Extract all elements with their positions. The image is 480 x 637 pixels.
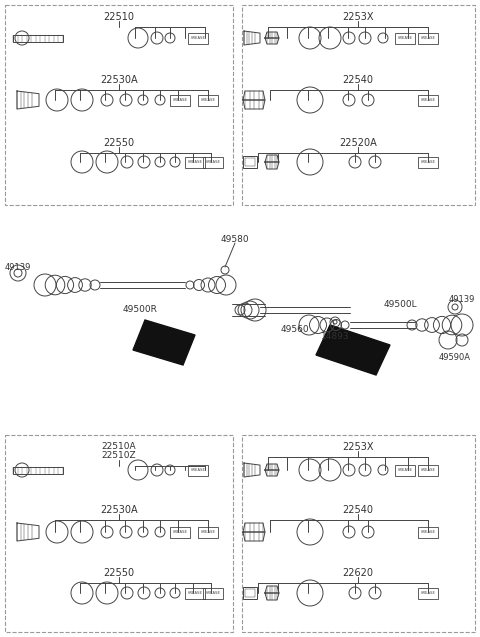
Text: GREASE: GREASE [420, 98, 435, 102]
Bar [245, 589, 255, 597]
Text: GREASE: GREASE [420, 36, 435, 40]
Text: GREASE: GREASE [172, 530, 188, 534]
Bar [198, 527, 218, 538]
Text: 22530A: 22530A [100, 505, 138, 515]
Bar [242, 5, 475, 205]
Text: GREASE: GREASE [201, 530, 216, 534]
Bar [418, 587, 438, 599]
Text: GREASE: GREASE [420, 160, 435, 164]
Bar [13, 466, 63, 473]
Text: 22540: 22540 [343, 505, 373, 515]
Text: 49580: 49580 [221, 235, 249, 244]
Text: 49139: 49139 [5, 263, 31, 272]
Text: 14893: 14893 [321, 332, 349, 341]
Text: GREASE: GREASE [397, 468, 412, 472]
Bar [395, 32, 415, 43]
Bar [185, 157, 205, 168]
Bar [188, 464, 208, 475]
Text: 22520A: 22520A [339, 138, 377, 148]
Text: 22510A: 22510A [102, 442, 136, 451]
Bar [203, 157, 223, 168]
Text: GREASE: GREASE [420, 530, 435, 534]
Bar [243, 587, 257, 599]
Text: GREASE: GREASE [420, 591, 435, 595]
Bar [395, 464, 415, 475]
Text: 49500R: 49500R [122, 305, 157, 314]
Bar [418, 527, 438, 538]
Bar [418, 157, 438, 168]
Text: 49139: 49139 [449, 295, 475, 304]
Text: 22510: 22510 [104, 12, 134, 22]
Bar [5, 435, 233, 632]
Bar [198, 94, 218, 106]
Text: 22530A: 22530A [100, 75, 138, 85]
Bar [418, 464, 438, 475]
Text: 22550: 22550 [103, 138, 134, 148]
Text: 49590A: 49590A [439, 353, 471, 362]
Bar [242, 435, 475, 632]
Text: 2253X: 2253X [342, 442, 374, 452]
Text: GREASE: GREASE [205, 160, 220, 164]
Text: GREASE: GREASE [201, 98, 216, 102]
Bar [418, 94, 438, 106]
Text: 2253X: 2253X [342, 12, 374, 22]
Text: GREASE: GREASE [420, 468, 435, 472]
Text: 22550: 22550 [103, 568, 134, 578]
Bar [185, 587, 205, 599]
Text: GREASE: GREASE [191, 36, 205, 40]
Text: GREASE: GREASE [172, 98, 188, 102]
Text: GREASE: GREASE [188, 591, 203, 595]
Bar [188, 32, 208, 43]
Bar [170, 94, 190, 106]
Polygon shape [316, 325, 390, 375]
Text: 22620: 22620 [343, 568, 373, 578]
Text: GREASE: GREASE [205, 591, 220, 595]
Text: 22540: 22540 [343, 75, 373, 85]
Bar [13, 34, 63, 41]
Bar [243, 156, 257, 168]
Polygon shape [133, 320, 195, 365]
Text: 49500L: 49500L [383, 300, 417, 309]
Text: 49560: 49560 [281, 325, 309, 334]
Text: GREASE: GREASE [191, 468, 205, 472]
Text: GREASE: GREASE [188, 160, 203, 164]
Text: 22510Z: 22510Z [102, 451, 136, 460]
Bar [418, 32, 438, 43]
Text: GREASE: GREASE [397, 36, 412, 40]
Bar [5, 5, 233, 205]
Bar [170, 527, 190, 538]
Bar [245, 158, 255, 166]
Bar [203, 587, 223, 599]
